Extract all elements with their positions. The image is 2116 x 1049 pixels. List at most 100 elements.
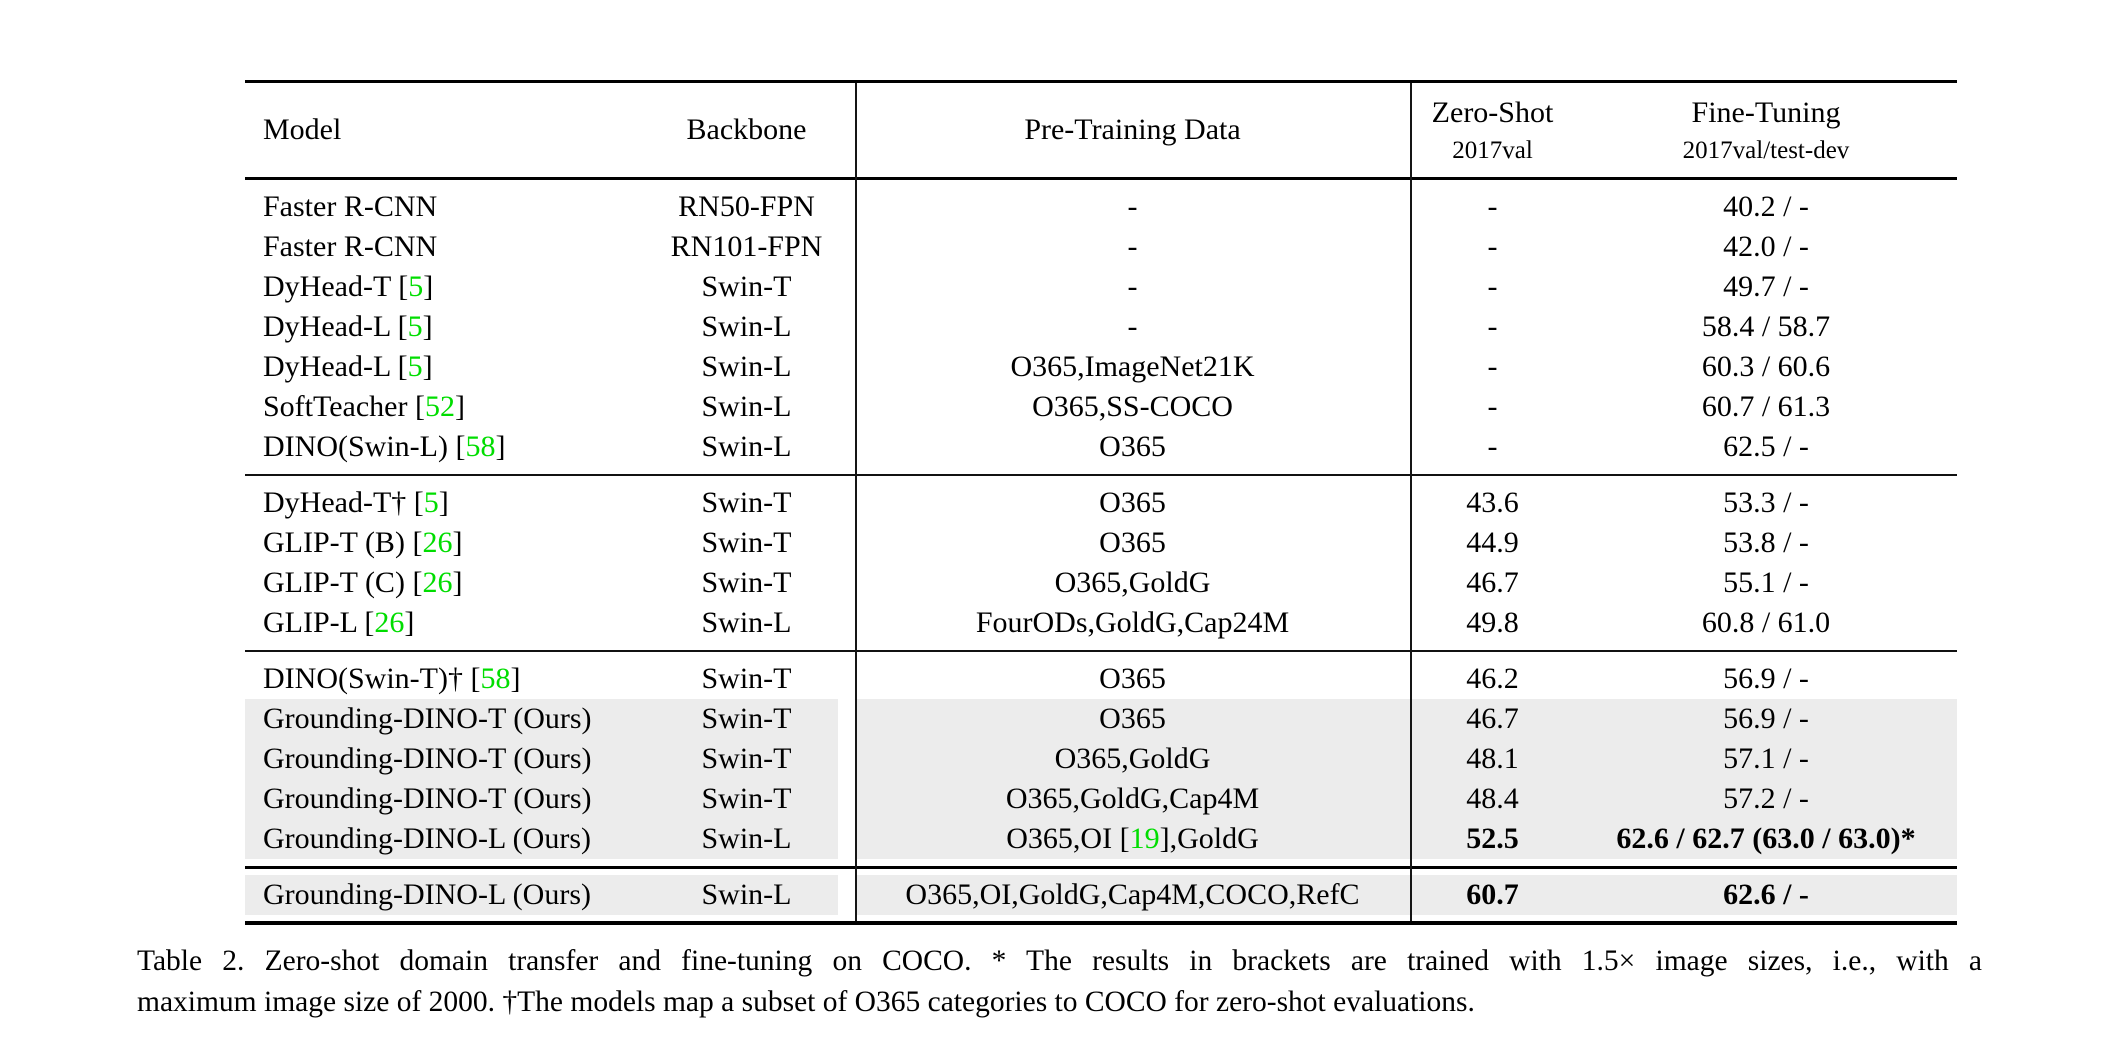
- model-cell: GLIP-T (C) [26]: [263, 566, 463, 599]
- backbone-cell: Swin-L: [638, 819, 855, 859]
- pretrain-cell: O365: [1099, 526, 1166, 559]
- backbone-cell: Swin-T: [701, 486, 792, 519]
- finetune-cell: 58.4 / 58.7: [1701, 310, 1831, 343]
- finetune-cell: 53.3 / -: [1723, 486, 1809, 519]
- backbone-cell: Swin-L: [701, 430, 792, 463]
- model-cell: Grounding-DINO-L (Ours): [245, 819, 638, 859]
- column-divider: [855, 83, 857, 921]
- header-fine-tuning-title: Fine-Tuning: [1691, 95, 1841, 129]
- citation-ref[interactable]: 58: [465, 430, 496, 463]
- table-group: DyHead-T† [5] Swin-T O365 43.6 53.3 / - GLIP-…: [245, 476, 1957, 650]
- zeroshot-cell: -: [1487, 270, 1498, 303]
- backbone-cell: Swin-L: [701, 350, 792, 383]
- citation-ref[interactable]: 19: [1129, 822, 1160, 855]
- backbone-cell: Swin-L: [701, 606, 792, 639]
- table-row: Faster R-CNN RN50-FPN - - 40.2 / -: [245, 187, 1957, 227]
- header-separator-rule: [245, 177, 1957, 180]
- citation-ref[interactable]: 26: [422, 526, 453, 559]
- group-separator-rule: [245, 866, 1957, 869]
- model-cell: GLIP-T (B) [26]: [263, 526, 463, 559]
- zeroshot-cell: 52.5: [1410, 819, 1575, 859]
- table-group: Grounding-DINO-L (Ours) Swin-L O365,OI,Gol…: [245, 869, 1957, 921]
- pretrain-cell: O365,OI,GoldG,Cap4M,COCO,RefC: [855, 875, 1410, 915]
- table-row: GLIP-T (C) [26] Swin-T O365,GoldG 46.7 55.1 …: [245, 563, 1957, 603]
- finetune-cell: 53.8 / -: [1723, 526, 1809, 559]
- header-fine-tuning: Fine-Tuning 2017val/test-dev: [1575, 96, 1957, 165]
- zeroshot-cell: -: [1487, 230, 1498, 263]
- finetune-cell: 57.1 / -: [1575, 739, 1957, 779]
- model-cell: Grounding-DINO-T (Ours): [245, 699, 638, 739]
- group-separator-rule: [245, 474, 1957, 476]
- backbone-cell: Swin-L: [638, 875, 855, 915]
- header-backbone: Backbone: [686, 113, 807, 146]
- finetune-cell: 56.9 / -: [1575, 699, 1957, 739]
- zeroshot-cell: 48.1: [1410, 739, 1575, 779]
- zeroshot-cell: -: [1487, 310, 1498, 343]
- backbone-cell: Swin-T: [638, 779, 855, 819]
- pretrain-cell: O365,GoldG: [1054, 566, 1211, 599]
- citation-ref[interactable]: 58: [480, 662, 511, 695]
- backbone-cell: RN50-FPN: [678, 190, 815, 223]
- table-row: Grounding-DINO-L (Ours) Swin-L O365,OI,Gol…: [245, 875, 1957, 915]
- finetune-cell: 55.1 / -: [1723, 566, 1809, 599]
- model-cell: DyHead-T [5]: [263, 270, 434, 303]
- citation-ref[interactable]: 52: [425, 390, 455, 423]
- citation-ref[interactable]: 5: [407, 350, 423, 383]
- model-cell: DyHead-L [5]: [263, 350, 433, 383]
- pretrain-cell: FourODs,GoldG,Cap24M: [975, 606, 1290, 639]
- pretrain-cell: O365: [1099, 430, 1166, 463]
- zeroshot-cell: -: [1487, 350, 1498, 383]
- finetune-cell: 60.8 / 61.0: [1701, 606, 1831, 639]
- citation-ref[interactable]: 26: [422, 566, 453, 599]
- finetune-cell: 62.6 / -: [1575, 875, 1957, 915]
- pretrain-cell: O365,GoldG: [855, 739, 1410, 779]
- header-zero-shot-title: Zero-Shot: [1431, 95, 1554, 129]
- model-cell: SoftTeacher [52]: [263, 390, 465, 423]
- pretrain-cell: O365,GoldG,Cap4M: [855, 779, 1410, 819]
- table-row: DyHead-T [5] Swin-T - - 49.7 / -: [245, 267, 1957, 307]
- zeroshot-cell: -: [1487, 390, 1498, 423]
- pretrain-cell: -: [1127, 310, 1138, 343]
- backbone-cell: Swin-T: [638, 739, 855, 779]
- table-caption: Table 2. Zero-shot domain transfer and f…: [137, 941, 1982, 1023]
- caption-line-1: Table 2. Zero-shot domain transfer and f…: [137, 945, 1982, 977]
- table-top-rule: [245, 80, 1957, 83]
- model-cell: GLIP-L [26]: [263, 606, 415, 639]
- table-row: DyHead-L [5] Swin-L O365,ImageNet21K - 60.3 …: [245, 347, 1957, 387]
- pretrain-cell: O365: [1099, 662, 1166, 695]
- zeroshot-cell: 46.7: [1466, 566, 1519, 599]
- pretrain-cell: O365: [1099, 486, 1166, 519]
- zeroshot-cell: 49.8: [1466, 606, 1519, 639]
- finetune-cell: 56.9 / -: [1723, 662, 1809, 695]
- header-fine-tuning-subtitle: 2017val/test-dev: [1682, 136, 1850, 164]
- finetune-cell: 60.3 / 60.6: [1701, 350, 1831, 383]
- backbone-cell: Swin-L: [701, 310, 792, 343]
- table-row: Grounding-DINO-T (Ours) Swin-T O365,GoldG,…: [245, 779, 1957, 819]
- citation-ref[interactable]: 26: [374, 606, 405, 639]
- citation-ref[interactable]: 5: [407, 310, 423, 343]
- backbone-cell: Swin-T: [701, 566, 792, 599]
- model-cell: DyHead-T† [5]: [263, 486, 449, 519]
- table-row: Grounding-DINO-T (Ours) Swin-T O365 46.7 56.…: [245, 699, 1957, 739]
- header-zero-shot: Zero-Shot 2017val: [1410, 96, 1575, 165]
- citation-ref[interactable]: 5: [408, 270, 424, 303]
- table-header: Model Backbone Pre-Training Data Zero-Sh…: [245, 83, 1957, 177]
- zeroshot-cell: -: [1487, 430, 1498, 463]
- model-cell: DyHead-L [5]: [263, 310, 433, 343]
- table-row: Grounding-DINO-T (Ours) Swin-T O365,GoldG 4…: [245, 739, 1957, 779]
- backbone-cell: Swin-T: [701, 526, 792, 559]
- table-bottom-rule: [245, 921, 1957, 925]
- finetune-cell: 40.2 / -: [1723, 190, 1809, 223]
- backbone-cell: Swin-T: [701, 270, 792, 303]
- table-row: DyHead-T† [5] Swin-T O365 43.6 53.3 / -: [245, 483, 1957, 523]
- zeroshot-cell: 46.7: [1410, 699, 1575, 739]
- finetune-cell: 62.5 / -: [1723, 430, 1809, 463]
- finetune-cell: 49.7 / -: [1723, 270, 1809, 303]
- zeroshot-cell: 60.7: [1410, 875, 1575, 915]
- header-zero-shot-subtitle: 2017val: [1452, 136, 1533, 164]
- citation-ref[interactable]: 5: [423, 486, 439, 519]
- pretrain-cell: O365,ImageNet21K: [1010, 350, 1255, 383]
- table-row: GLIP-L [26] Swin-L FourODs,GoldG,Cap24M 49.…: [245, 603, 1957, 643]
- zeroshot-cell: -: [1487, 190, 1498, 223]
- pretrain-cell: -: [1127, 230, 1138, 263]
